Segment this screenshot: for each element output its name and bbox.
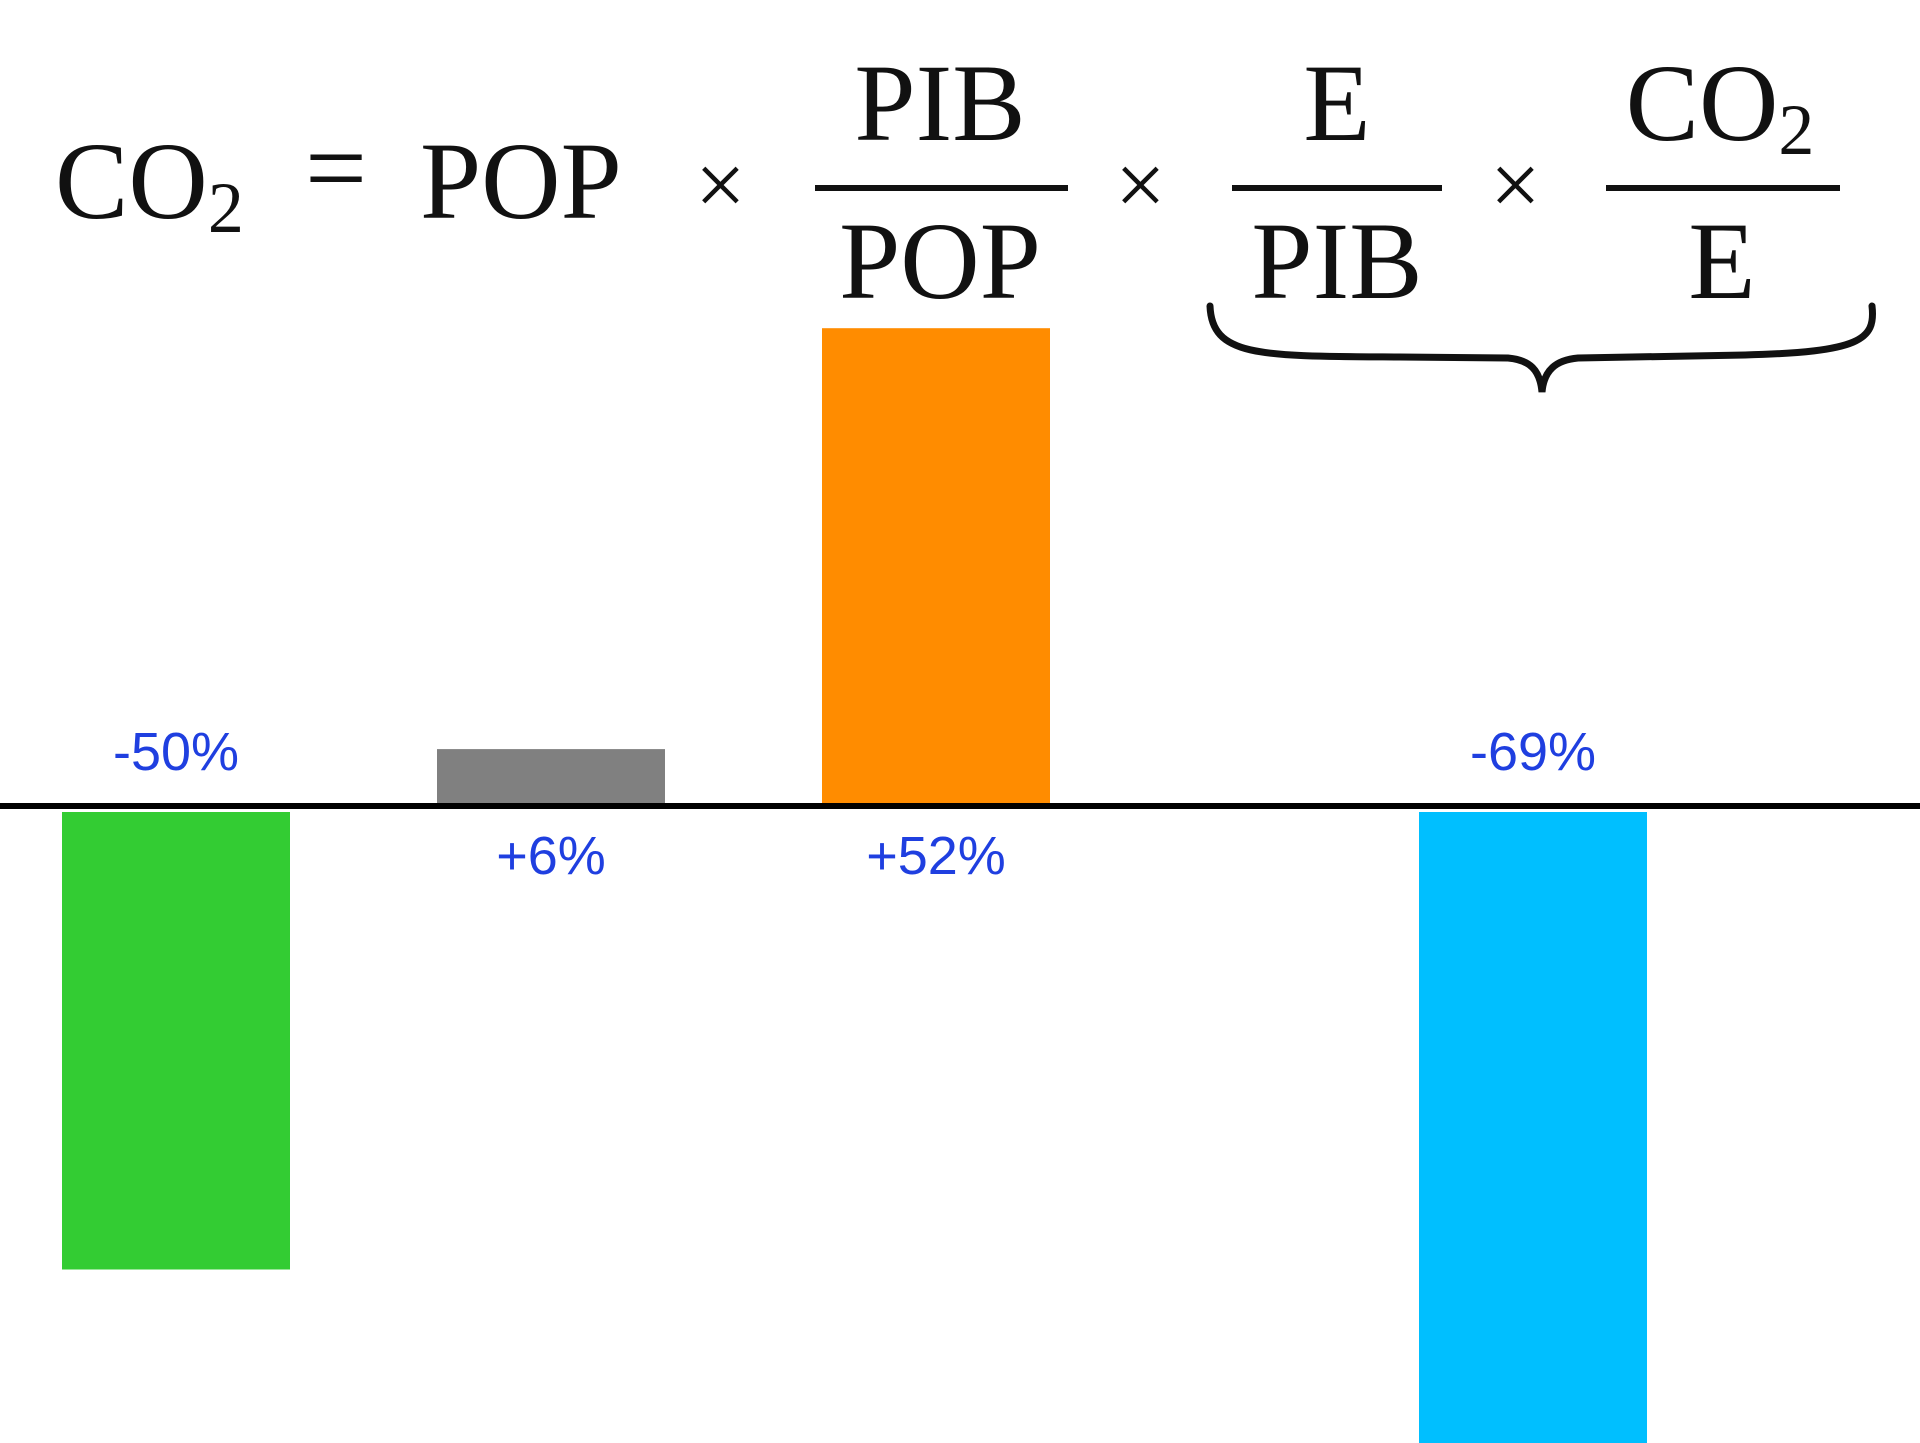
bar-2 bbox=[437, 749, 665, 804]
kaya-equation: CO2 = POP × PIB POP × E PIB × CO2 E bbox=[55, 42, 1877, 393]
bar-4 bbox=[1419, 812, 1647, 1443]
equals-sign: = bbox=[305, 107, 367, 229]
bar-label-4: -69% bbox=[1470, 722, 1596, 782]
bar-3 bbox=[822, 328, 1050, 804]
fraction3-denominator: E bbox=[1688, 200, 1755, 322]
bars-layer bbox=[62, 328, 1647, 1443]
equation-term-pop: POP bbox=[420, 120, 622, 242]
fraction3-numerator: CO2 bbox=[1626, 42, 1815, 170]
bar-label-3: +52% bbox=[866, 826, 1006, 886]
fraction2-numerator: E bbox=[1303, 42, 1370, 164]
times-sign-1: × bbox=[695, 136, 746, 235]
equation-lhs: CO2 bbox=[55, 120, 244, 248]
fraction1-numerator: PIB bbox=[854, 42, 1025, 164]
bar-label-1: -50% bbox=[113, 722, 239, 782]
underbrace bbox=[1206, 302, 1877, 393]
bar-label-2: +6% bbox=[496, 826, 606, 886]
fraction1-denominator: POP bbox=[839, 200, 1041, 322]
fraction2-denominator: PIB bbox=[1251, 200, 1422, 322]
bar-1 bbox=[62, 812, 290, 1270]
labels-layer: -50% +6% +52% -69% bbox=[113, 722, 1596, 886]
times-sign-2: × bbox=[1115, 136, 1166, 235]
times-sign-3: × bbox=[1490, 136, 1541, 235]
